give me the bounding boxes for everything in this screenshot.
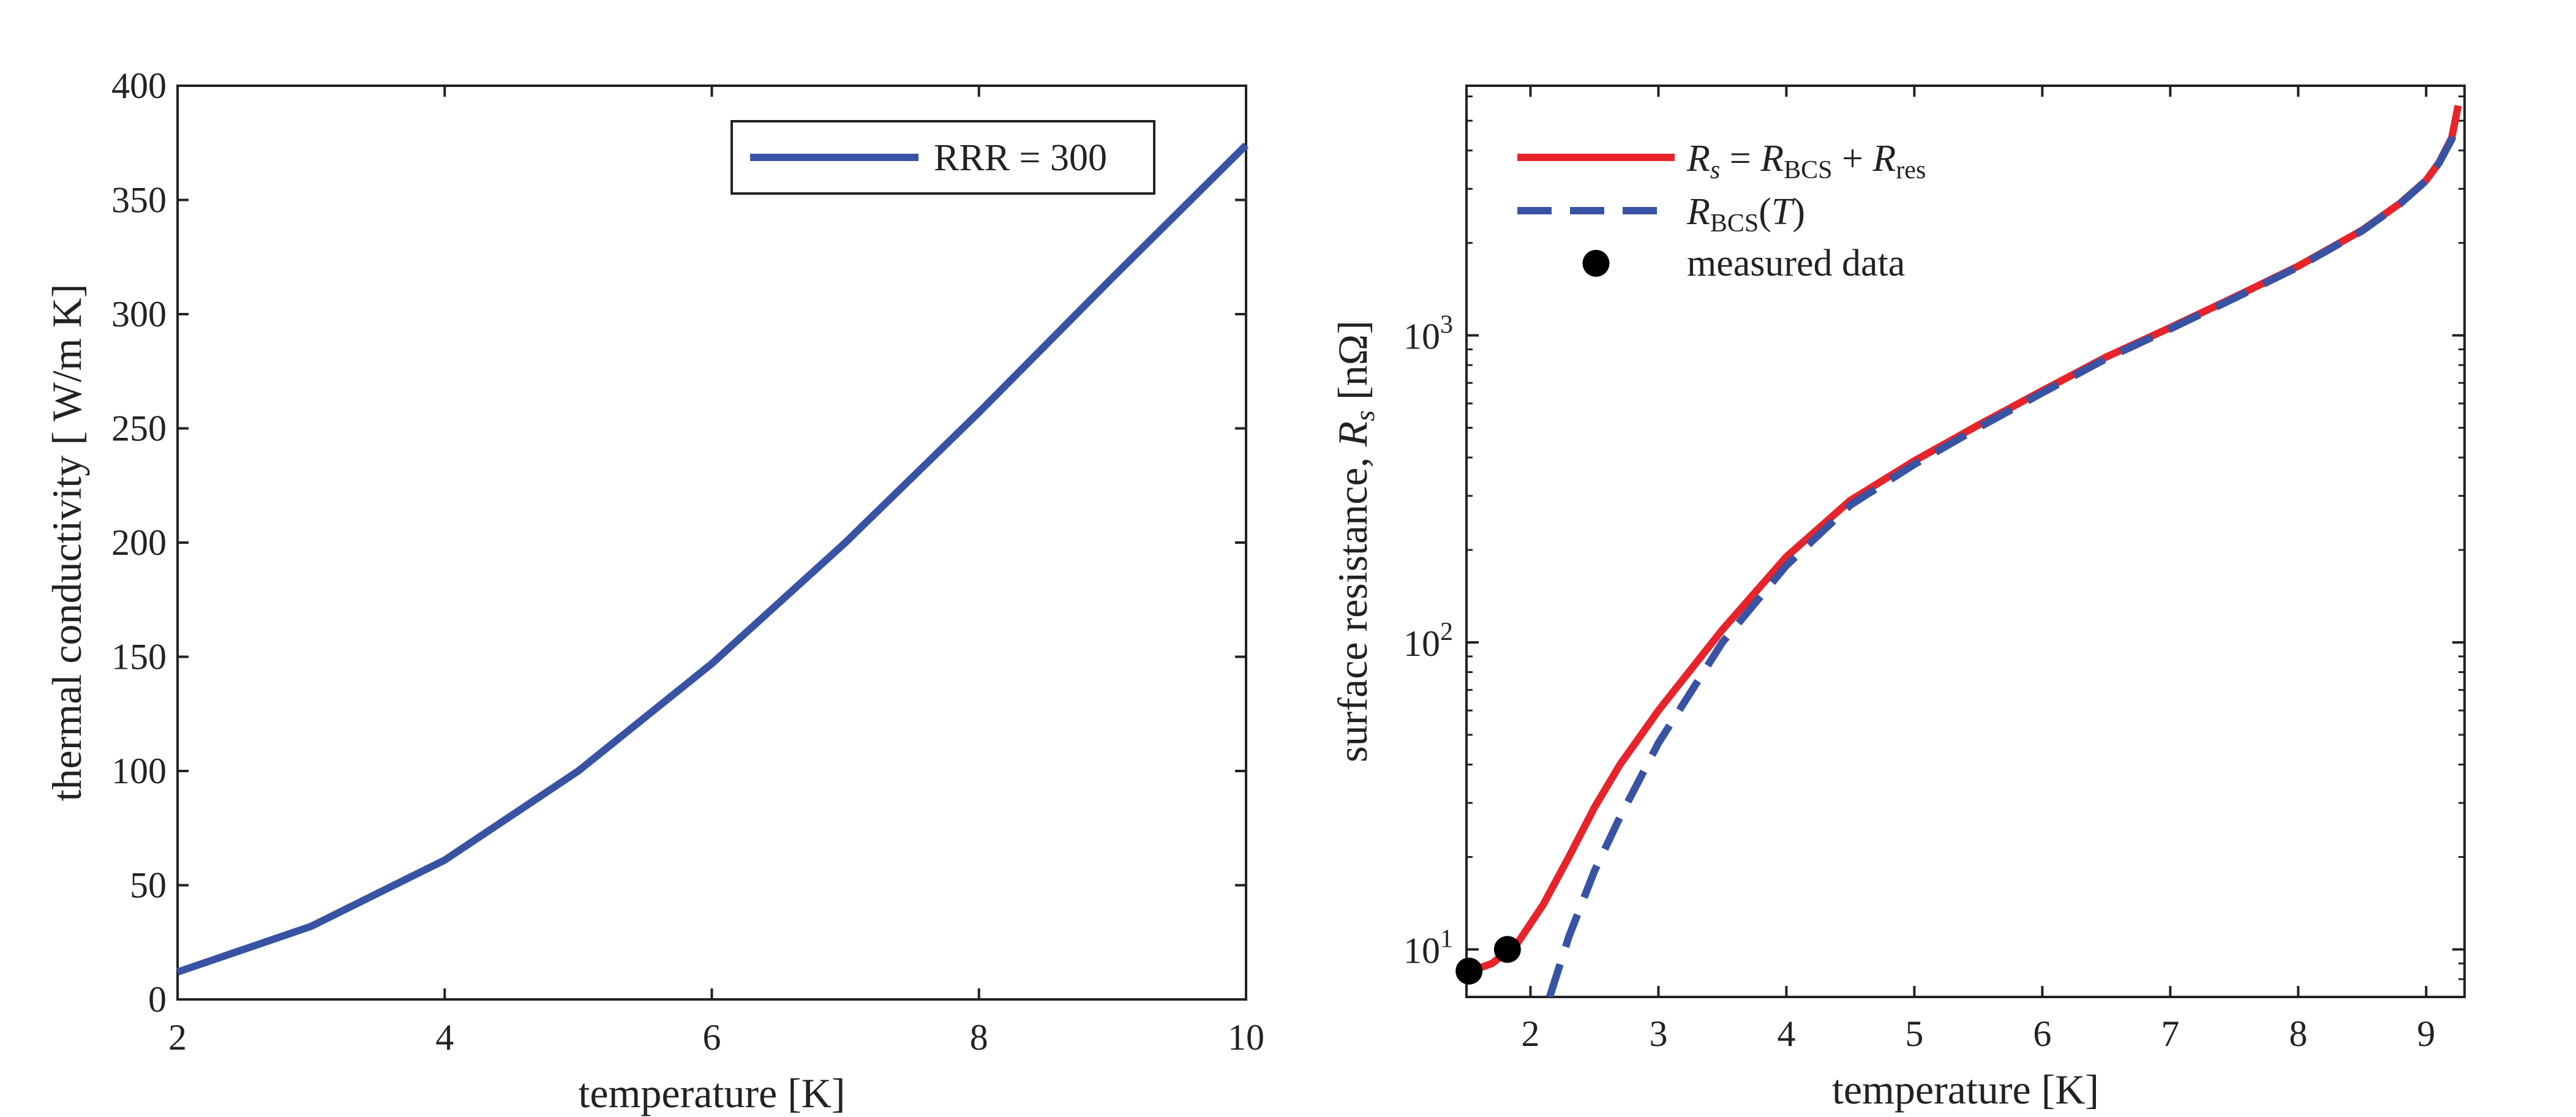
x-tick-label: 2 xyxy=(1521,1014,1539,1054)
plot-frame xyxy=(1465,85,2466,998)
legend: Rs = RBCS + Rres RBCS(T) measured data xyxy=(1517,138,1926,284)
x-tick-label: 4 xyxy=(1777,1014,1795,1054)
series-line-rs-total xyxy=(1466,105,2462,976)
y-tick-label: 250 xyxy=(111,408,167,449)
y-tick-label: 101 xyxy=(1403,925,1453,971)
x-tick-label: 6 xyxy=(2033,1014,2051,1054)
x-tick-label: 5 xyxy=(1905,1014,1923,1054)
x-tick-label: 8 xyxy=(970,1017,988,1058)
series-line-rbcs-front xyxy=(1546,119,2462,997)
x-tick-label: 2 xyxy=(168,1017,187,1058)
y-tick-label: 0 xyxy=(148,979,167,1020)
legend: RRR = 300 xyxy=(730,120,1155,195)
x-tick-label: 9 xyxy=(2417,1014,2435,1054)
x-tick-label: 4 xyxy=(435,1017,454,1058)
x-tick-label: 6 xyxy=(703,1017,721,1058)
measured-data-point xyxy=(1493,936,1521,963)
measured-data-point xyxy=(1455,957,1483,985)
y-tick-label: 102 xyxy=(1403,618,1453,664)
x-axis-title: temperature [K] xyxy=(1832,1066,2099,1113)
plot-frame xyxy=(176,85,1247,1001)
legend-label-rs-total: Rs = RBCS + Rres xyxy=(1686,138,1926,184)
y-tick-label: 200 xyxy=(111,522,167,563)
y-tick-label: 400 xyxy=(111,66,167,106)
thermal-conductivity-chart: 2 4 6 8 10050100150200250300350400temperatur… xyxy=(43,66,1264,1116)
y-axis-title: surface resistance, Rs [nΩ] xyxy=(1329,320,1380,762)
y-axis-title: thermal conductivity [ W/m K] xyxy=(43,284,90,802)
legend-label-rrr-300: RRR = 300 xyxy=(934,137,1107,179)
x-tick-label: 10 xyxy=(1228,1017,1264,1058)
y-tick-label: 100 xyxy=(111,751,167,791)
y-tick-label: 300 xyxy=(111,294,167,334)
surface-resistance-chart: 2 3 4 5 6 7 8 9 101 102 103 temperature [K] surface … xyxy=(1329,85,2466,1113)
legend-label-rbcs: RBCS(T) xyxy=(1686,191,1805,238)
x-tick-label: 7 xyxy=(2161,1014,2179,1054)
y-tick-label: 150 xyxy=(111,637,167,677)
x-tick-label: 8 xyxy=(2289,1014,2307,1054)
legend-label-measured: measured data xyxy=(1687,243,1905,284)
y-tick-label: 50 xyxy=(130,865,167,906)
x-tick-label: 3 xyxy=(1649,1014,1667,1054)
x-axis-title: temperature [K] xyxy=(578,1070,845,1116)
series-line-rrr-300 xyxy=(176,142,1249,976)
legend-marker-measured xyxy=(1582,250,1610,277)
y-tick-label: 103 xyxy=(1403,311,1453,357)
y-tick-label: 350 xyxy=(111,180,167,220)
